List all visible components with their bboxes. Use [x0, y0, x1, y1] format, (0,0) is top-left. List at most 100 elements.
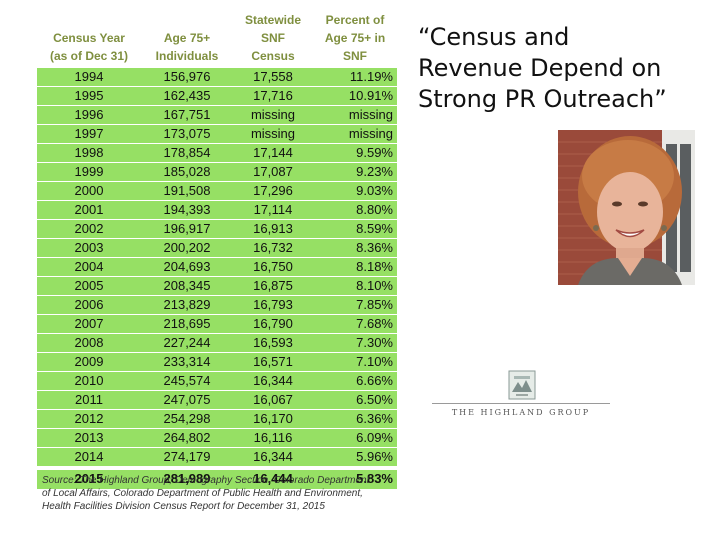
table-row: 1999 185,028 17,087 9.23% — [37, 163, 397, 182]
table-row: 2004 204,693 16,750 8.18% — [37, 258, 397, 277]
census-year-cell: 1998 — [74, 145, 104, 160]
census-year-cell: 2015 — [74, 471, 104, 486]
table-total-row: 2015 281,989 16,444 5.83% — [37, 470, 397, 489]
percent-cell: missing — [348, 107, 393, 122]
age75-cell: 185,028 — [163, 164, 211, 179]
percent-cell: 7.68% — [356, 316, 393, 331]
percent-cell: 10.91% — [348, 88, 393, 103]
header-line: (as of Dec 31) — [49, 49, 129, 63]
table-row: 2003 200,202 16,732 8.36% — [37, 239, 397, 258]
percent-cell: 5.96% — [356, 449, 393, 464]
age75-cell: 227,244 — [163, 335, 211, 350]
percent-cell: 7.10% — [356, 354, 393, 369]
snf-census-cell: 16,344 — [253, 449, 293, 464]
percent-cell: 9.59% — [356, 145, 393, 160]
table-row: 2011 247,075 16,067 6.50% — [37, 391, 397, 410]
percent-cell: 8.18% — [356, 259, 393, 274]
age75-cell: 254,298 — [163, 411, 211, 426]
census-year-cell: 2014 — [74, 449, 104, 464]
header-age75: Age 75+ Individuals — [141, 11, 233, 64]
snf-census-cell: 16,793 — [253, 297, 293, 312]
age75-cell: 245,574 — [163, 373, 211, 388]
title-line: “Census and — [418, 23, 570, 51]
census-year-cell: 2012 — [74, 411, 104, 426]
snf-census-cell: 16,116 — [253, 430, 293, 445]
header-line — [141, 11, 233, 29]
percent-cell: 9.03% — [356, 183, 393, 198]
header-line: Age 75+ in — [324, 31, 386, 45]
age75-cell: 218,695 — [163, 316, 211, 331]
census-year-cell: 2002 — [74, 221, 104, 236]
snf-census-cell: 16,875 — [253, 278, 293, 293]
age75-cell: 200,202 — [163, 240, 211, 255]
header-snf-census: Statewide SNF Census — [233, 11, 313, 64]
census-year-cell: 2010 — [74, 373, 104, 388]
table-row: 2007 218,695 16,790 7.68% — [37, 315, 397, 334]
census-year-cell: 1995 — [74, 88, 104, 103]
census-year-cell: 2011 — [75, 392, 103, 407]
snf-census-cell: 17,716 — [253, 88, 293, 103]
table-row: 1998 178,854 17,144 9.59% — [37, 144, 397, 163]
age75-cell: 178,854 — [163, 145, 211, 160]
census-year-cell: 1994 — [74, 69, 104, 84]
table-body: 1994 156,976 17,558 11.19% 1995 162,435 17,716… — [37, 68, 397, 489]
census-year-cell: 2013 — [74, 430, 104, 445]
source-line: Source: The Highland Group; Demography S… — [42, 475, 370, 486]
census-year-cell: 1999 — [74, 164, 104, 179]
snf-census-cell: 16,593 — [253, 335, 293, 350]
title-line: Strong PR Outreach” — [418, 85, 667, 113]
portrait-photo — [558, 130, 695, 285]
census-table: Census Year (as of Dec 31) Age 75+ Indiv… — [37, 11, 397, 489]
header-line: SNF — [343, 49, 367, 63]
snf-census-cell: 17,144 — [253, 145, 293, 160]
census-year-cell: 2009 — [74, 354, 104, 369]
snf-census-cell: 16,732 — [253, 240, 293, 255]
census-year-cell: 2008 — [74, 335, 104, 350]
header-census-year: Census Year (as of Dec 31) — [37, 11, 141, 64]
snf-census-cell: 16,444 — [253, 471, 293, 486]
percent-cell: 5.83% — [356, 471, 393, 486]
percent-cell: 6.66% — [356, 373, 393, 388]
percent-cell: 8.10% — [356, 278, 393, 293]
header-line — [37, 11, 141, 29]
census-year-cell: 2001 — [74, 202, 104, 217]
age75-cell: 208,345 — [163, 278, 211, 293]
table-row: 1996 167,751 missing missing — [37, 106, 397, 125]
snf-census-cell: missing — [250, 107, 296, 122]
census-year-cell: 1996 — [74, 107, 104, 122]
age75-cell: 274,179 — [163, 449, 211, 464]
table-row: 2009 233,314 16,571 7.10% — [37, 353, 397, 372]
percent-cell: 8.59% — [356, 221, 393, 236]
age75-cell: 196,917 — [163, 221, 211, 236]
age75-cell: 233,314 — [163, 354, 211, 369]
snf-census-cell: 16,750 — [253, 259, 293, 274]
header-line: SNF — [261, 31, 285, 45]
table-row: 2012 254,298 16,170 6.36% — [37, 410, 397, 429]
age75-cell: 281,989 — [163, 471, 211, 486]
snf-census-cell: 16,571 — [253, 354, 293, 369]
age75-cell: 173,075 — [163, 126, 211, 141]
title-line: Revenue Depend on — [418, 54, 662, 82]
table-header: Census Year (as of Dec 31) Age 75+ Indiv… — [37, 11, 397, 64]
percent-cell: 7.30% — [356, 335, 393, 350]
percent-cell: 6.36% — [356, 411, 393, 426]
age75-cell: 213,829 — [163, 297, 211, 312]
age75-cell: 167,751 — [163, 107, 211, 122]
source-line: of Local Affairs, Colorado Department of… — [42, 488, 363, 499]
percent-cell: 11.19% — [349, 69, 393, 84]
snf-census-cell: 16,067 — [253, 392, 293, 407]
percent-cell: 6.09% — [356, 430, 393, 445]
header-line: Age 75+ — [163, 31, 211, 45]
percent-cell: 9.23% — [356, 164, 393, 179]
age75-cell: 194,393 — [163, 202, 211, 217]
census-year-cell: 2007 — [74, 316, 104, 331]
percent-cell: 6.50% — [356, 392, 393, 407]
snf-census-cell: missing — [250, 126, 296, 141]
census-year-cell: 2004 — [74, 259, 104, 274]
snf-census-cell: 16,170 — [253, 411, 293, 426]
percent-cell: 8.36% — [356, 240, 393, 255]
snf-census-cell: 17,296 — [253, 183, 293, 198]
age75-cell: 264,802 — [163, 430, 211, 445]
header-line: Census — [251, 49, 295, 63]
census-year-cell: 2000 — [74, 183, 104, 198]
